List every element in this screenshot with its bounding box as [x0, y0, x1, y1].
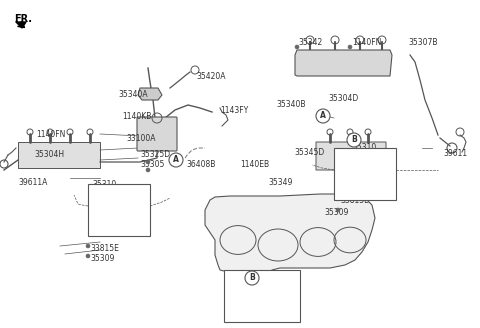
- Circle shape: [67, 129, 73, 135]
- Text: 35420A: 35420A: [196, 72, 226, 81]
- Circle shape: [86, 244, 90, 248]
- Text: 35304H: 35304H: [34, 150, 64, 159]
- Text: 33815E: 33815E: [340, 196, 369, 205]
- Bar: [224, 270, 300, 322]
- Circle shape: [348, 45, 352, 49]
- Text: 35349: 35349: [268, 178, 292, 187]
- Text: A: A: [173, 155, 179, 165]
- Text: 31337F: 31337F: [253, 282, 282, 291]
- Polygon shape: [18, 142, 100, 168]
- Circle shape: [365, 129, 371, 135]
- Polygon shape: [295, 50, 392, 76]
- Polygon shape: [138, 88, 162, 100]
- Text: 33815E: 33815E: [90, 244, 119, 253]
- Text: 35310: 35310: [352, 143, 376, 152]
- Circle shape: [306, 36, 314, 44]
- Text: B: B: [351, 135, 357, 145]
- Circle shape: [295, 45, 299, 49]
- Circle shape: [327, 129, 333, 135]
- Text: 36408B: 36408B: [186, 160, 216, 169]
- Text: 35312A: 35312A: [106, 196, 135, 205]
- Circle shape: [316, 109, 330, 123]
- Text: 35309: 35309: [324, 208, 348, 217]
- Circle shape: [347, 129, 353, 135]
- Polygon shape: [316, 142, 386, 170]
- Circle shape: [347, 133, 361, 147]
- Circle shape: [378, 36, 386, 44]
- Text: 35309: 35309: [90, 254, 114, 263]
- Circle shape: [146, 160, 150, 164]
- FancyBboxPatch shape: [137, 117, 177, 151]
- Text: 35312F: 35312F: [106, 206, 134, 215]
- Bar: [88, 184, 150, 236]
- Text: 35312H: 35312H: [356, 178, 386, 187]
- Text: 1143FY: 1143FY: [220, 106, 248, 115]
- Circle shape: [336, 196, 340, 200]
- Text: B: B: [249, 274, 255, 282]
- Text: 35312H: 35312H: [100, 224, 130, 233]
- Text: FR.: FR.: [14, 14, 32, 24]
- Circle shape: [331, 36, 339, 44]
- Text: 35342: 35342: [298, 38, 322, 47]
- Text: 33100A: 33100A: [126, 134, 156, 143]
- Text: 39611A: 39611A: [18, 178, 48, 187]
- Text: 1140KB: 1140KB: [122, 112, 151, 121]
- Text: 35340A: 35340A: [118, 90, 148, 99]
- Text: 35340B: 35340B: [276, 100, 305, 109]
- Circle shape: [245, 271, 259, 285]
- Text: 35307B: 35307B: [408, 38, 437, 47]
- Bar: [334, 148, 396, 200]
- Text: 1140FN: 1140FN: [352, 38, 382, 47]
- Text: 35325D: 35325D: [140, 150, 170, 159]
- Text: 39611: 39611: [443, 149, 467, 158]
- Circle shape: [86, 254, 90, 258]
- Polygon shape: [205, 194, 375, 278]
- Text: A: A: [320, 112, 326, 120]
- Text: 1140FN: 1140FN: [36, 130, 65, 139]
- Circle shape: [27, 129, 33, 135]
- Text: 35304D: 35304D: [328, 94, 358, 103]
- Circle shape: [0, 160, 8, 168]
- Circle shape: [169, 153, 183, 167]
- Text: 35345D: 35345D: [294, 148, 324, 157]
- Polygon shape: [16, 22, 26, 28]
- Text: 35312F: 35312F: [364, 162, 393, 171]
- Circle shape: [47, 129, 53, 135]
- Text: 35305: 35305: [140, 160, 164, 169]
- Circle shape: [356, 36, 364, 44]
- Circle shape: [87, 129, 93, 135]
- Circle shape: [336, 208, 340, 212]
- Text: 35312A: 35312A: [364, 152, 394, 161]
- Text: 1140EB: 1140EB: [240, 160, 269, 169]
- Circle shape: [146, 168, 150, 172]
- Text: 35310: 35310: [92, 180, 116, 189]
